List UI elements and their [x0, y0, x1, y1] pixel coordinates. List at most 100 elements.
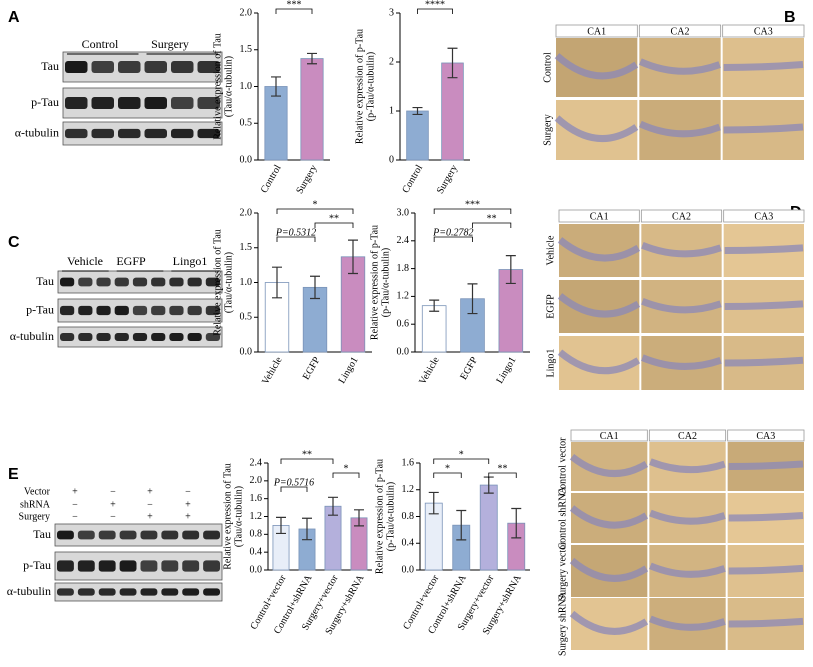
y-tick-label: 0.0: [240, 154, 253, 165]
error-bar: [276, 516, 286, 535]
panel-letter: E: [8, 466, 19, 483]
y-tick-label: 0.4: [402, 538, 415, 549]
bar: [300, 58, 324, 161]
bar: [479, 484, 498, 571]
blot-band: [77, 530, 95, 540]
blot-band: [132, 277, 148, 287]
x-tick-label: Control: [400, 163, 425, 195]
cell-layer: [554, 115, 639, 143]
blot-band: [96, 333, 111, 341]
y-tick-label: 1.2: [397, 291, 410, 302]
blot-band: [161, 530, 179, 540]
y-tick-label: 0.6: [397, 318, 410, 329]
blot-band: [114, 305, 129, 316]
panel-letter: B: [784, 9, 796, 26]
blot-band: [187, 333, 202, 341]
blot-band: [144, 97, 167, 109]
blot-band: [98, 530, 116, 540]
y-axis-label: Relative expression of Tau: [212, 229, 223, 336]
condition-sign: −: [110, 511, 116, 522]
error-bar: [348, 239, 358, 275]
column-header-box: [722, 24, 805, 38]
error-bar: [447, 47, 458, 79]
y-tick-label: 1.2: [250, 511, 263, 522]
blot-band: [118, 61, 141, 73]
cell-layer: [554, 53, 639, 80]
cell-layer: [648, 615, 726, 631]
blot-band: [140, 588, 158, 596]
condition-label: Vector: [24, 486, 51, 497]
y-axis-label: Relative expression of p-Tau: [369, 225, 380, 340]
error-bar: [456, 509, 467, 541]
blot-row-label: α-tubulin: [15, 125, 59, 139]
y-tick-label: 0.0: [397, 346, 410, 357]
y-tick-label: 2.4: [397, 235, 410, 246]
significance-bracket: [276, 236, 316, 242]
y-axis-label: (Tau/α-tubulin): [223, 252, 234, 313]
blot-band: [118, 128, 141, 139]
significance-label: *: [344, 463, 349, 474]
significance-label: *: [445, 463, 450, 474]
blot-group-label: EGFP: [116, 254, 146, 268]
cell-layer: [569, 610, 649, 635]
blot-band: [203, 560, 220, 572]
cell-layer: [648, 562, 726, 578]
blot-band: [114, 333, 129, 341]
blot-band: [114, 277, 129, 287]
significance-label: ****: [425, 0, 445, 10]
y-tick-label: 0.8: [250, 529, 263, 540]
blot-band: [151, 333, 166, 341]
y-tick-label: 3: [389, 7, 394, 18]
column-header: CA2: [672, 211, 691, 222]
error-bar: [429, 299, 440, 312]
condition-sign: −: [72, 511, 78, 522]
y-tick-label: 3.0: [397, 207, 410, 218]
blot-band: [205, 277, 220, 287]
blot-row-label: p-Tau: [26, 302, 54, 316]
y-axis-label: (p-Tau/α-tubulin): [380, 248, 391, 318]
column-header: CA1: [587, 26, 606, 37]
error-bar: [354, 509, 364, 527]
blot-band: [96, 277, 111, 287]
blot-band: [60, 277, 75, 287]
cell-layer: [557, 293, 641, 318]
blot-band: [91, 61, 114, 73]
blot-band: [60, 333, 75, 341]
y-tick-label: 1: [389, 105, 394, 116]
x-tick-label: Control: [259, 163, 284, 195]
condition-sign: +: [185, 499, 191, 510]
significance-label: P=0.2782: [432, 227, 473, 238]
column-header: CA3: [754, 211, 773, 222]
blot-band: [144, 61, 167, 73]
y-axis-label: (Tau/α-tubulin): [223, 56, 234, 117]
column-header-box: [570, 429, 648, 442]
y-tick-label: 2.0: [240, 7, 253, 18]
blot-band: [65, 61, 88, 73]
significance-label: **: [487, 213, 497, 224]
y-tick-label: 1.5: [240, 44, 253, 55]
row-label: Surgery vector: [557, 541, 568, 601]
significance-label: P=0.5716: [273, 477, 314, 488]
blot-strip: [62, 51, 223, 83]
blot-band: [78, 305, 93, 316]
significance-bracket: [433, 236, 473, 242]
condition-sign: +: [72, 486, 78, 497]
x-tick-label: Lingo1: [494, 355, 518, 386]
column-header-box: [638, 24, 722, 38]
y-tick-label: 2.0: [240, 207, 253, 218]
blot-band: [205, 305, 220, 316]
condition-sign: −: [147, 499, 153, 510]
blot-band: [60, 305, 75, 316]
column-header: CA3: [756, 431, 775, 442]
significance-bracket: [314, 222, 354, 228]
blot-strip: [62, 121, 223, 146]
error-bar: [328, 496, 338, 516]
significance-bracket: [472, 222, 512, 228]
blot-band: [205, 333, 220, 341]
cell-layer: [557, 237, 641, 262]
y-tick-label: 2: [389, 56, 394, 67]
x-tick-label: Lingo1: [337, 355, 361, 386]
y-tick-label: 0.5: [240, 118, 253, 129]
significance-bracket: [433, 472, 462, 478]
blot-group-label: Vehicle: [67, 254, 103, 268]
